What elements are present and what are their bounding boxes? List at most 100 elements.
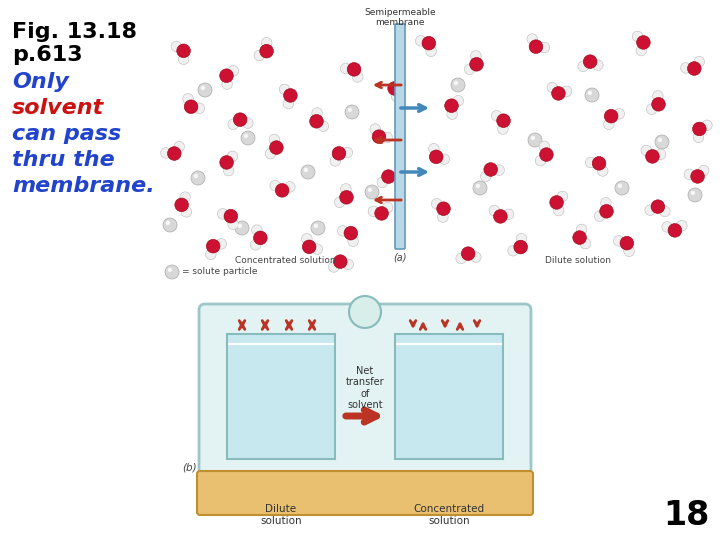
- Circle shape: [429, 395, 439, 405]
- Circle shape: [224, 210, 238, 223]
- FancyBboxPatch shape: [227, 334, 335, 459]
- Circle shape: [168, 268, 171, 272]
- Circle shape: [368, 206, 379, 217]
- Circle shape: [270, 180, 281, 191]
- Circle shape: [438, 212, 448, 222]
- Circle shape: [297, 384, 307, 394]
- FancyBboxPatch shape: [197, 471, 533, 515]
- Circle shape: [179, 54, 189, 65]
- Circle shape: [477, 349, 479, 352]
- Circle shape: [168, 147, 181, 160]
- Circle shape: [414, 395, 424, 405]
- Circle shape: [588, 91, 591, 94]
- Circle shape: [429, 150, 443, 164]
- Circle shape: [471, 252, 481, 262]
- Circle shape: [307, 369, 309, 372]
- Circle shape: [338, 226, 348, 236]
- Circle shape: [646, 150, 660, 163]
- Circle shape: [416, 429, 418, 431]
- Circle shape: [554, 205, 564, 216]
- Circle shape: [473, 181, 487, 195]
- Circle shape: [624, 246, 634, 256]
- Circle shape: [431, 429, 433, 431]
- Circle shape: [677, 220, 687, 231]
- Circle shape: [503, 209, 514, 220]
- Circle shape: [535, 156, 546, 166]
- Circle shape: [459, 443, 469, 453]
- Circle shape: [175, 198, 189, 212]
- Circle shape: [202, 86, 204, 90]
- Circle shape: [444, 443, 454, 453]
- Circle shape: [585, 157, 596, 168]
- Circle shape: [302, 233, 312, 244]
- Circle shape: [402, 349, 404, 352]
- Circle shape: [402, 397, 404, 400]
- Circle shape: [176, 44, 190, 58]
- Circle shape: [446, 446, 449, 448]
- Circle shape: [341, 63, 351, 74]
- Circle shape: [462, 366, 464, 368]
- Circle shape: [377, 177, 387, 188]
- Circle shape: [228, 151, 238, 161]
- Circle shape: [651, 200, 665, 213]
- Circle shape: [251, 225, 262, 235]
- Circle shape: [228, 119, 238, 130]
- Circle shape: [459, 427, 469, 437]
- Circle shape: [272, 440, 274, 442]
- Circle shape: [402, 381, 404, 383]
- Circle shape: [206, 249, 216, 260]
- Circle shape: [477, 184, 480, 187]
- Circle shape: [301, 165, 315, 179]
- Circle shape: [474, 443, 484, 453]
- Text: can pass: can pass: [12, 124, 121, 144]
- Circle shape: [431, 381, 433, 383]
- Circle shape: [660, 206, 670, 217]
- Text: thru the: thru the: [12, 150, 114, 170]
- Text: Net
transfer
of
solvent: Net transfer of solvent: [346, 366, 384, 410]
- Circle shape: [414, 347, 424, 357]
- Circle shape: [348, 109, 351, 111]
- Circle shape: [345, 105, 359, 119]
- Circle shape: [462, 429, 464, 431]
- Circle shape: [489, 205, 500, 216]
- Circle shape: [180, 192, 190, 202]
- Circle shape: [292, 414, 294, 416]
- Circle shape: [547, 82, 558, 93]
- Circle shape: [161, 147, 171, 158]
- Circle shape: [459, 395, 469, 405]
- Circle shape: [184, 100, 198, 113]
- Circle shape: [497, 114, 510, 127]
- Circle shape: [702, 120, 712, 131]
- Text: Concentrated solution: Concentrated solution: [235, 256, 336, 265]
- Circle shape: [238, 224, 241, 227]
- Circle shape: [402, 366, 404, 368]
- Circle shape: [181, 207, 192, 217]
- Circle shape: [662, 221, 672, 232]
- Circle shape: [344, 226, 358, 240]
- Circle shape: [342, 147, 353, 158]
- Circle shape: [613, 235, 624, 246]
- Circle shape: [431, 397, 433, 400]
- Circle shape: [290, 411, 300, 421]
- Circle shape: [508, 246, 518, 256]
- Circle shape: [250, 404, 260, 414]
- Circle shape: [447, 109, 457, 119]
- Circle shape: [388, 82, 402, 95]
- Circle shape: [315, 224, 318, 227]
- Circle shape: [348, 236, 359, 247]
- Circle shape: [477, 366, 479, 368]
- Circle shape: [428, 144, 439, 154]
- Circle shape: [693, 122, 706, 136]
- Circle shape: [603, 119, 614, 130]
- Circle shape: [261, 37, 272, 48]
- Circle shape: [244, 134, 248, 138]
- Circle shape: [243, 367, 245, 369]
- Circle shape: [194, 174, 197, 178]
- Circle shape: [183, 93, 194, 104]
- Circle shape: [414, 443, 424, 453]
- Circle shape: [304, 367, 314, 377]
- Circle shape: [446, 397, 449, 400]
- Circle shape: [431, 199, 442, 209]
- Circle shape: [414, 379, 424, 389]
- Circle shape: [446, 366, 449, 368]
